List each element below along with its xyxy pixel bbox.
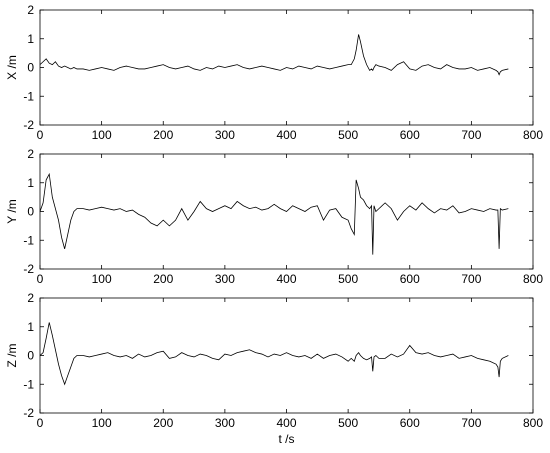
x-tick-label: 100 [92, 128, 112, 142]
y-tick-label: -2 [23, 406, 34, 420]
y-tick-label: -2 [23, 262, 34, 276]
x-tick-label: 700 [461, 416, 481, 430]
x-tick-label: 400 [276, 128, 296, 142]
y-tick-label: -1 [23, 377, 34, 391]
y-tick-label: 0 [27, 349, 34, 363]
y-axis-label: X /m [5, 55, 19, 80]
x-tick-label: 100 [92, 272, 112, 286]
y-tick-label: 1 [27, 320, 34, 334]
x-tick-label: 200 [153, 272, 173, 286]
y-tick-label: 0 [27, 61, 34, 75]
x-tick-label: 800 [523, 128, 543, 142]
y-tick-label: 2 [27, 3, 34, 17]
x-tick-label: 0 [37, 128, 44, 142]
x-tick-label: 300 [215, 272, 235, 286]
y-tick-label: 1 [27, 176, 34, 190]
x-tick-label: 400 [276, 272, 296, 286]
x-tick-label: 600 [400, 128, 420, 142]
x-axis-label: t /s [278, 432, 294, 446]
y-axis-label: Y /m [5, 199, 19, 223]
y-tick-label: -2 [23, 118, 34, 132]
x-tick-label: 700 [461, 272, 481, 286]
x-tick-label: 200 [153, 128, 173, 142]
y-axis-label: Z /m [5, 344, 19, 368]
x-tick-label: 700 [461, 128, 481, 142]
x-tick-label: 100 [92, 416, 112, 430]
x-tick-label: 0 [37, 272, 44, 286]
x-tick-label: 500 [338, 272, 358, 286]
x-tick-label: 600 [400, 416, 420, 430]
y-tick-label: -1 [23, 89, 34, 103]
x-tick-label: 600 [400, 272, 420, 286]
data-line [39, 34, 509, 76]
data-line [39, 322, 509, 386]
x-tick-label: 800 [523, 416, 543, 430]
x-tick-label: 0 [37, 416, 44, 430]
x-tick-label: 500 [338, 128, 358, 142]
y-tick-label: 0 [27, 205, 34, 219]
x-tick-label: 800 [523, 272, 543, 286]
x-tick-label: 200 [153, 416, 173, 430]
y-tick-label: 2 [27, 291, 34, 305]
x-tick-label: 500 [338, 416, 358, 430]
x-tick-label: 300 [215, 128, 235, 142]
y-tick-label: 2 [27, 147, 34, 161]
data-line [39, 172, 509, 255]
x-tick-label: 400 [276, 416, 296, 430]
y-tick-label: 1 [27, 32, 34, 46]
x-tick-label: 300 [215, 416, 235, 430]
y-tick-label: -1 [23, 233, 34, 247]
